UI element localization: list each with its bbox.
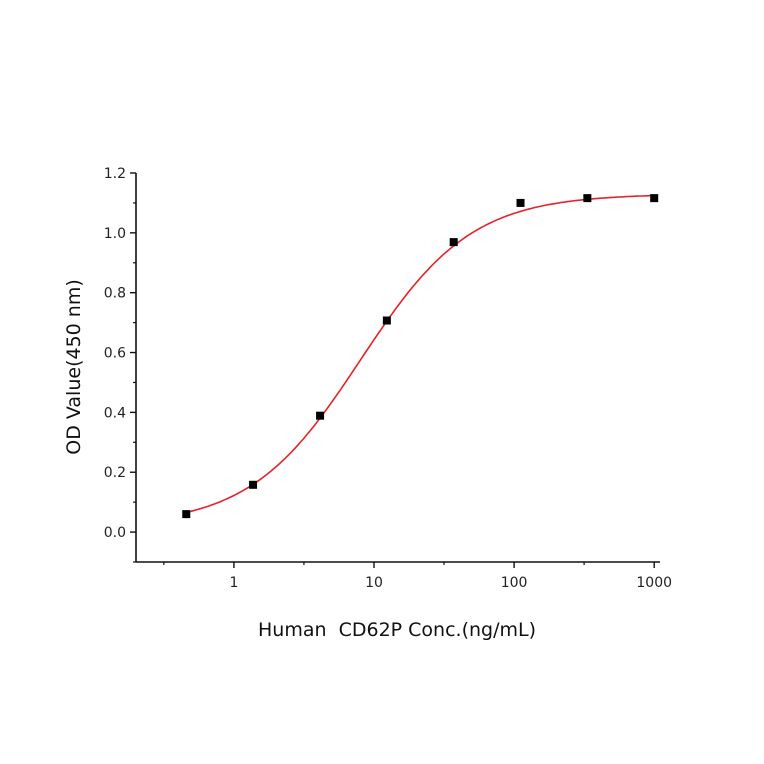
data-point xyxy=(249,480,258,489)
x-tick-label: 100 xyxy=(501,575,528,591)
y-tick-label: 0.6 xyxy=(104,346,126,362)
data-point xyxy=(516,198,525,207)
data-point xyxy=(382,316,391,325)
axes: 0.0 0.2 0.4 0.6 0.8 1.0 1.2 1 10 100 1000 xyxy=(104,166,672,591)
data-point xyxy=(583,194,592,203)
data-point xyxy=(650,194,659,203)
y-tick-label: 0.8 xyxy=(104,286,126,302)
x-axis-title: Human CD62P Conc.(ng/mL) xyxy=(258,619,536,641)
data-points xyxy=(182,194,659,519)
x-tick-label: 1 xyxy=(229,575,238,591)
fit-curve xyxy=(186,194,655,514)
y-tick-label: 0.2 xyxy=(104,465,126,481)
y-tick-label: 0.4 xyxy=(104,405,126,421)
data-point xyxy=(182,510,191,519)
data-point xyxy=(316,411,325,420)
y-tick-label: 1.0 xyxy=(104,226,126,242)
x-tick-label: 1000 xyxy=(636,575,672,591)
y-tick-label: 1.2 xyxy=(104,166,126,182)
y-tick-label: 0.0 xyxy=(104,525,126,541)
x-tick-label: 10 xyxy=(365,575,383,591)
y-axis-title: OD Value(450 nm) xyxy=(63,279,85,454)
data-point xyxy=(449,238,458,247)
